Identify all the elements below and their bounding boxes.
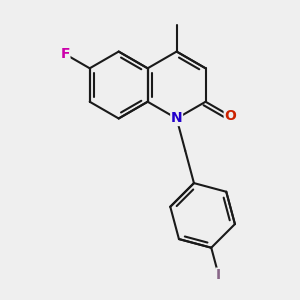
Text: I: I bbox=[216, 268, 221, 282]
Text: O: O bbox=[224, 109, 236, 123]
Text: F: F bbox=[60, 47, 70, 61]
Text: N: N bbox=[171, 112, 182, 125]
